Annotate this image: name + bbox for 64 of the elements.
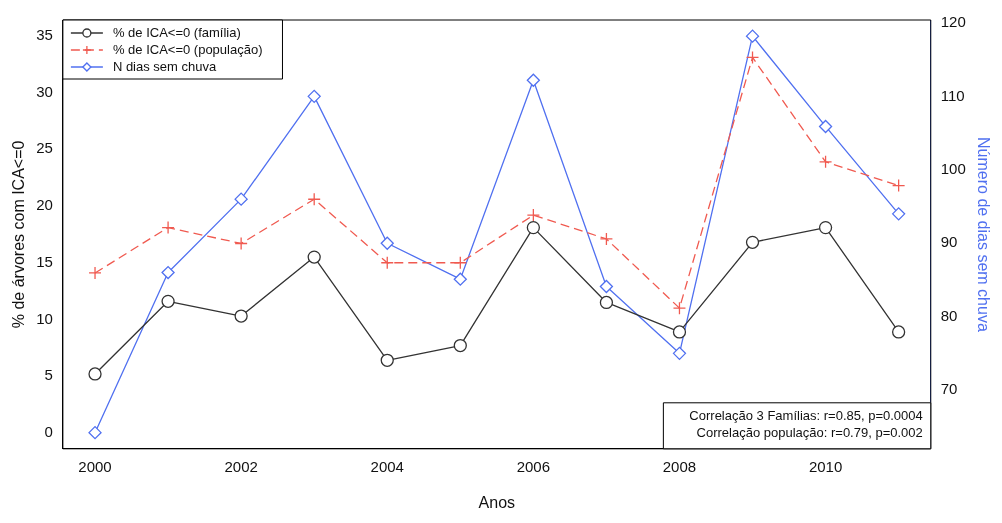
point [307,89,321,104]
y-tick-label: 5 [44,366,53,384]
point [453,256,467,270]
x-tick-label: 2004 [370,457,404,475]
point [453,338,467,353]
point [234,236,248,251]
point [380,236,394,250]
x-tick-label: 2006 [516,457,551,475]
point [161,220,175,235]
legend-label: % de ICA<=0 (população) [112,41,263,57]
y2-tick-label: 70 [940,380,958,398]
point [818,119,833,134]
y2-tick-label: 110 [940,86,965,104]
x-tick-label: 2000 [78,457,112,475]
y-tick-label: 25 [36,139,53,157]
y-tick-label: 20 [36,196,53,214]
point [88,367,102,381]
x-tick-label: 2008 [662,457,697,475]
point [818,155,833,169]
point [891,325,906,339]
point [891,207,906,221]
y2-axis-title: Número de dias sem chuva [974,137,992,332]
point [234,309,248,323]
y-tick-label: 15 [36,252,53,270]
point [526,208,541,222]
point [672,346,687,360]
y-tick-label: 10 [36,309,53,327]
y-tick-label: 35 [36,26,53,44]
point [88,426,102,440]
point [745,29,760,43]
point [161,294,175,308]
y2-tick-label: 80 [940,306,958,324]
point [891,178,906,193]
point [526,73,541,87]
y2-tick-label: 120 [940,13,966,31]
point [88,266,102,280]
point [234,192,248,206]
y2-tick-label: 90 [940,233,958,251]
point [745,50,760,65]
point [818,220,833,235]
x-axis-title: Anos [478,493,516,511]
annotation: Correlação população: r=0.79, p=0.002 [696,425,923,441]
point [526,220,541,235]
point [380,353,394,367]
point [599,279,614,294]
annotation: Correlação 3 Famílias: r=0.85, p=0.0004 [689,408,923,424]
x-tick-label: 2010 [808,457,843,475]
point [672,325,687,339]
y-tick-label: 0 [44,423,53,441]
y2-tick-label: 100 [940,159,966,177]
legend-label: % de ICA<=0 (família) [112,24,241,40]
point [380,256,394,270]
point [672,301,687,315]
y-tick-label: 30 [36,82,53,100]
y-axis-title: % de árvores com ICA<=0 [10,140,28,329]
legend-label: N dias sem chuva [112,58,217,74]
point [745,235,760,249]
point [599,295,614,310]
point [599,232,614,246]
point [161,265,175,280]
point [307,250,321,264]
point [453,272,467,286]
x-tick-label: 2002 [224,457,258,475]
point [307,192,321,206]
